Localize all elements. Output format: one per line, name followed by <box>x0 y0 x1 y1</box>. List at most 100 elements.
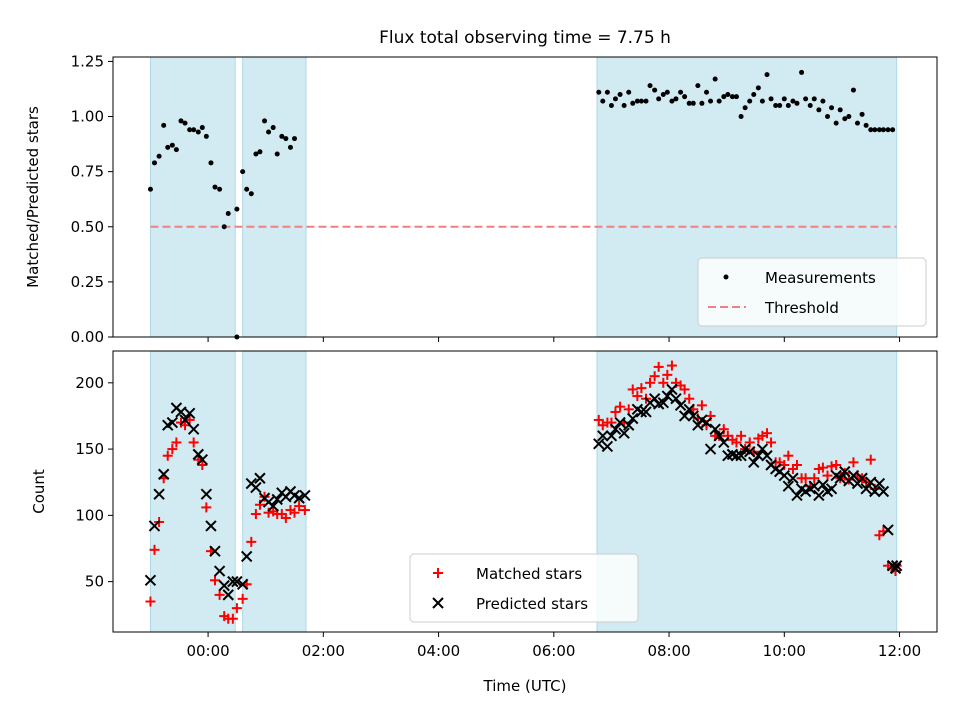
predicted-star-point <box>144 574 157 587</box>
matched-star-point <box>149 544 160 555</box>
matched-star-point <box>227 613 238 624</box>
predicted-star-point <box>791 489 803 502</box>
predicted-star-point <box>834 472 846 484</box>
measurement-point <box>608 103 614 109</box>
top-panel: 0.00 0.25 0.50 0.75 1.00 1.25 Matched/Predict… <box>24 52 938 346</box>
matched-star-point <box>696 400 707 411</box>
top-y-ticks: 0.00 0.25 0.50 0.75 1.00 1.25 <box>71 52 113 346</box>
measurement-point <box>751 91 757 97</box>
measurement-point <box>165 144 171 150</box>
measurement-point <box>803 96 809 102</box>
measurement-point <box>781 96 787 102</box>
predicted-star-point <box>778 469 791 482</box>
y-tick-label: 200 <box>75 374 104 392</box>
measurement-point <box>266 129 272 135</box>
predicted-star-point <box>183 407 196 420</box>
predicted-star-point <box>657 396 670 409</box>
predicted-star-point <box>839 465 851 478</box>
matched-star-point <box>610 406 621 417</box>
matched-star-point <box>167 444 178 455</box>
x-tick-label: 02:00 <box>302 642 345 660</box>
measurement-point <box>837 107 843 113</box>
measurement-point <box>225 211 231 217</box>
measurement-point <box>604 89 610 95</box>
legend-threshold-label: Threshold <box>764 299 839 317</box>
predicted-star-point <box>860 483 872 495</box>
measurement-point <box>191 127 197 133</box>
measurement-point <box>794 100 800 106</box>
predicted-star-point <box>209 545 221 557</box>
measurement-point <box>257 149 263 155</box>
matched-star-point <box>649 371 660 382</box>
predicted-star-point <box>213 565 226 577</box>
measurement-point <box>738 114 744 120</box>
measurement-point <box>234 206 240 212</box>
matched-star-point <box>826 461 837 472</box>
matched-star-point <box>188 437 199 448</box>
predicted-star-point <box>882 524 894 536</box>
measurement-point <box>182 120 188 126</box>
predicted-star-point <box>623 419 635 431</box>
top-y-axis-label: Matched/Predicted stars <box>24 106 42 288</box>
legend-measurements-marker <box>723 274 729 280</box>
measurement-point <box>704 89 710 95</box>
measurement-point <box>638 98 644 104</box>
matched-star-point <box>766 437 777 448</box>
matched-star-point <box>162 450 173 461</box>
measurement-point <box>669 98 675 104</box>
measurement-point <box>270 125 276 131</box>
matched-star-point <box>653 361 664 372</box>
predicted-star-point <box>158 468 170 480</box>
measurement-point <box>768 96 774 102</box>
measurement-point <box>733 94 739 100</box>
y-tick-label: 150 <box>75 440 104 458</box>
matched-star-point <box>171 437 182 448</box>
bottom-axes-frame <box>112 350 938 633</box>
measurement-point <box>612 96 618 102</box>
predicted-star-point <box>299 489 311 502</box>
predicted-star-point <box>825 483 838 495</box>
measurement-point <box>725 91 731 97</box>
measurement-point <box>755 85 761 91</box>
matched-star-point <box>246 536 257 547</box>
measurement-point <box>199 125 205 131</box>
measurement-point <box>147 186 153 192</box>
measurement-point <box>811 96 817 102</box>
measurement-point <box>626 89 632 95</box>
predicted-star-point <box>873 477 886 490</box>
predicted-stars-points <box>144 383 903 601</box>
predicted-star-point <box>661 390 674 402</box>
legend-box <box>409 553 639 623</box>
predicted-star-point <box>240 550 253 563</box>
matched-star-point <box>280 513 291 524</box>
matched-star-point <box>250 509 261 520</box>
matched-star-point <box>145 596 156 607</box>
predicted-star-point <box>782 480 795 492</box>
predicted-star-point <box>614 416 626 429</box>
x-axis-label: Time (UTC) <box>483 677 567 695</box>
predicted-star-point <box>678 410 691 422</box>
measurement-point <box>708 98 714 104</box>
shaded-interval-2 <box>242 56 307 338</box>
measurement-point <box>773 103 779 109</box>
matched-star-point <box>197 459 208 470</box>
measurement-point <box>287 144 293 150</box>
predicted-star-point <box>293 492 305 504</box>
measurement-point <box>695 83 701 89</box>
predicted-star-point <box>196 453 209 466</box>
bottom-y-ticks: 50 100 150 200 <box>75 374 113 591</box>
predicted-star-point <box>713 430 725 442</box>
matched-star-point <box>214 589 225 600</box>
measurement-point <box>880 127 886 133</box>
measurement-point <box>664 89 670 95</box>
matched-star-point <box>791 459 802 470</box>
measurement-point <box>712 76 718 82</box>
legend-matched-label: Matched stars <box>476 565 582 583</box>
predicted-star-point <box>236 578 249 590</box>
measurement-point <box>863 122 869 128</box>
predicted-star-point <box>605 430 618 442</box>
predicted-star-point <box>889 562 902 575</box>
shaded-interval-1 <box>149 56 236 338</box>
matched-star-point <box>736 430 747 441</box>
matched-star-point <box>831 459 842 470</box>
